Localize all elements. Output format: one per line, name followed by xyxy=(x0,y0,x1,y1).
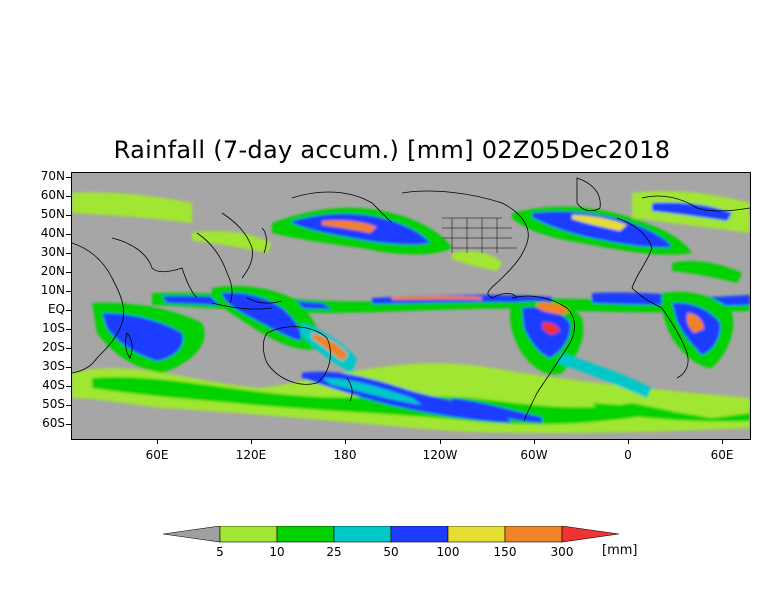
lat-tick xyxy=(66,291,71,292)
colorbar-threshold-label: 100 xyxy=(436,545,460,559)
colorbar-segment xyxy=(219,526,278,543)
rainfall-map xyxy=(71,172,751,440)
lat-label: 10S xyxy=(42,321,65,335)
us-state-borders xyxy=(442,217,517,253)
lat-tick xyxy=(66,405,71,406)
lat-label: 30S xyxy=(42,359,65,373)
lon-label: 120E xyxy=(235,448,267,462)
rainfall-field xyxy=(72,191,750,434)
lat-tick xyxy=(66,253,71,254)
lat-tick xyxy=(66,234,71,235)
lat-tick xyxy=(66,348,71,349)
lat-label: 50S xyxy=(42,397,65,411)
lat-tick xyxy=(66,424,71,425)
lon-label: 0 xyxy=(624,448,632,462)
lat-label: 10N xyxy=(40,283,65,297)
coastlines xyxy=(72,177,750,422)
lat-tick xyxy=(66,215,71,216)
lat-tick xyxy=(66,367,71,368)
colorbar-unit: [mm] xyxy=(602,543,638,558)
lon-label: 60E xyxy=(710,448,734,462)
lon-tick xyxy=(157,439,158,444)
lat-tick xyxy=(66,177,71,178)
map-title: Rainfall (7-day accum.) [mm] 02Z05Dec201… xyxy=(113,136,671,164)
lon-label: 120W xyxy=(422,448,458,462)
lat-label: 20N xyxy=(40,264,65,278)
lat-tick xyxy=(66,272,71,273)
colorbar-segment xyxy=(390,526,449,543)
lon-label: 60W xyxy=(520,448,548,462)
lon-tick xyxy=(251,439,252,444)
lon-tick xyxy=(722,439,723,444)
lat-tick xyxy=(66,196,71,197)
colorbar-segment xyxy=(447,526,506,543)
colorbar-segment-lowest xyxy=(163,526,221,543)
colorbar-segment xyxy=(333,526,392,543)
rainfall-map-canvas xyxy=(72,173,750,439)
lon-tick xyxy=(534,439,535,444)
lat-label: 20S xyxy=(42,340,65,354)
colorbar-threshold-label: 25 xyxy=(326,545,342,559)
lon-tick xyxy=(345,439,346,444)
lat-label: 60N xyxy=(40,188,65,202)
lat-label: 50N xyxy=(40,207,65,221)
colorbar-threshold-label: 5 xyxy=(216,545,224,559)
lat-label: 30N xyxy=(40,245,65,259)
lon-tick xyxy=(628,439,629,444)
lat-label: 60S xyxy=(42,416,65,430)
colorbar-threshold-label: 10 xyxy=(269,545,285,559)
lat-label: 70N xyxy=(40,169,65,183)
colorbar-threshold-label: 150 xyxy=(493,545,517,559)
colorbar-threshold-label: 300 xyxy=(550,545,574,559)
lat-tick xyxy=(66,329,71,330)
colorbar xyxy=(163,526,620,543)
lat-tick xyxy=(66,386,71,387)
lat-label: EQ xyxy=(47,302,65,316)
colorbar-segment-highest xyxy=(561,526,620,543)
colorbar-threshold-label: 50 xyxy=(383,545,399,559)
lon-label: 60E xyxy=(145,448,169,462)
lat-tick xyxy=(66,310,71,311)
colorbar-segment xyxy=(504,526,563,543)
colorbar-segment xyxy=(276,526,335,543)
lat-label: 40S xyxy=(42,378,65,392)
lat-label: 40N xyxy=(40,226,65,240)
lon-tick xyxy=(440,439,441,444)
lon-label: 180 xyxy=(333,448,357,462)
